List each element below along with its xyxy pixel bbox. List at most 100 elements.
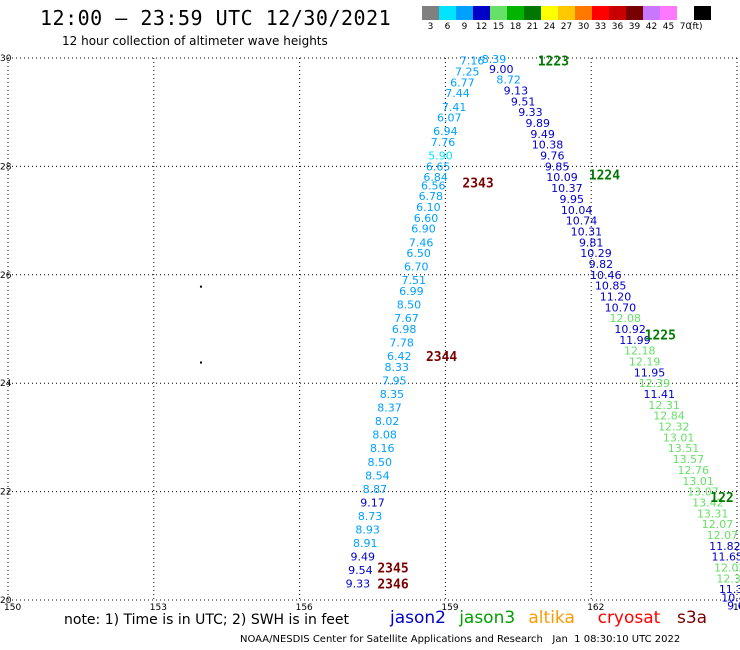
wave-height-value: 6.50 [406,247,431,260]
wave-height-value: 10.92 [614,323,646,336]
wave-height-value: 8.72 [496,74,521,87]
page-subtitle: 12 hour collection of altimeter wave hei… [62,34,328,48]
wave-height-value: 13.07 [687,486,719,499]
wave-height-value: 8.35 [380,388,405,401]
satellite-jason2: jason2 [390,608,446,628]
wave-height-value: 7.78 [389,337,414,350]
wave-height-value: 6.78 [419,190,444,203]
wave-height-value: 7.25 [455,66,480,79]
wave-height-value: 8.39 [482,53,507,66]
wave-height-value: 8.33 [385,361,410,374]
satellite-s3a: s3a [677,608,708,628]
wave-height-value: 9.17 [360,496,385,509]
wave-height-value: 11.20 [600,290,632,303]
wave-height-value: 9.89 [525,117,550,130]
satellite-cryosat: cryosat [597,608,661,628]
legend-label: 6 [444,22,451,32]
legend-swatch [558,6,575,20]
legend-label: 15 [492,22,505,32]
wave-height-value: 11.65 [712,551,740,564]
legend-label: 12 [475,22,488,32]
legend-swatch [609,6,626,20]
wave-height-value: 10.70 [605,301,637,314]
credit-footer: NOAA/NESDIS Center for Satellite Applica… [240,634,681,645]
wave-height-value: 10.85 [595,280,627,293]
wave-height-value: 13.42 [692,496,724,509]
lon-tick-label: 165 [733,603,740,613]
wave-height-value: 8.50 [368,456,393,469]
wave-height-value: 12.08 [609,312,641,325]
wave-height-value: 9.67 [727,599,740,612]
legend-label: 18 [509,22,522,32]
wave-height-value: 8.73 [358,510,383,523]
wave-height-value: 12.18 [624,345,656,358]
wave-height-value: 13.31 [697,507,729,520]
legend-swatch [524,6,541,20]
wave-height-value: 7.41 [442,101,467,114]
legend-label: 30 [577,22,590,32]
wave-height-value: 6.07 [437,112,462,125]
legend-label: 24 [543,22,556,32]
wave-height-value: 13.01 [682,475,714,488]
satellite-jason3: jason3 [459,608,516,628]
wave-height-value: 10.46 [590,269,622,282]
wave-height-value: 5.90 [428,150,453,163]
wave-height-value: 8.91 [353,537,378,550]
wave-height-value: 9.49 [351,551,376,564]
wave-height-value: 12.84 [653,410,685,423]
legend-swatch [626,6,643,20]
wave-height-value: 6.70 [404,261,429,274]
wave-height-value: 6.65 [426,160,451,173]
legend-label: 3 [427,22,434,32]
wave-height-value: 7.46 [409,236,434,249]
time-label: 2346 [377,578,408,593]
legend-label: 45 [662,22,675,32]
wave-height-value: 12.32 [658,421,690,434]
wave-height-value: 12.30 [716,572,740,585]
lat-tick-label: 30 [0,54,12,64]
legend-swatch [660,6,677,20]
legend-swatch [643,6,660,20]
legend-label: 70 [679,22,692,32]
wave-height-value: 7.44 [445,87,470,100]
wave-height-value: 7.76 [431,136,456,149]
wave-height-value: 6.42 [387,350,412,363]
wave-height-value: 8.08 [372,429,397,442]
wave-height-value: 10.31 [571,225,603,238]
wave-height-value: 6.84 [423,171,448,184]
wave-height-value: 9.13 [504,85,529,98]
wave-height-value: 13.01 [663,431,695,444]
legend-label: 21 [526,22,539,32]
wave-height-value: 13.51 [668,442,700,455]
wave-height-value: 10.37 [551,182,583,195]
wave-height-value: 8.54 [365,469,390,482]
legend-swatch [592,6,609,20]
wave-height-value: 11.99 [619,334,651,347]
wave-height-value: 6.77 [450,76,475,89]
legend-swatch [456,6,473,20]
time-label: 1223 [538,55,569,70]
legend-swatch [575,6,592,20]
wave-height-value: 9.00 [489,63,514,76]
wave-height-value: 9.76 [540,150,565,163]
wave-height-value: 7.67 [394,312,419,325]
legend-swatch [490,6,507,20]
wave-height-value: 8.93 [355,524,380,537]
legend-swatch [422,6,439,20]
lon-tick-label: 162 [587,603,604,613]
lon-tick-label: 150 [4,603,21,613]
wave-height-value: 12.31 [648,399,680,412]
lat-tick-label: 24 [0,379,12,389]
island-dot [199,285,202,288]
wave-height-value: 9.33 [518,106,543,119]
lat-tick-label: 22 [0,488,11,498]
wave-height-value: 6.90 [411,223,436,236]
legend-swatch [507,6,524,20]
wave-height-value: 9.49 [530,128,555,141]
legend-swatch [694,6,711,20]
wave-height-value: 10.74 [566,215,598,228]
time-label: 122 [710,491,733,506]
legend-label: 33 [594,22,607,32]
legend-label: 39 [628,22,641,32]
